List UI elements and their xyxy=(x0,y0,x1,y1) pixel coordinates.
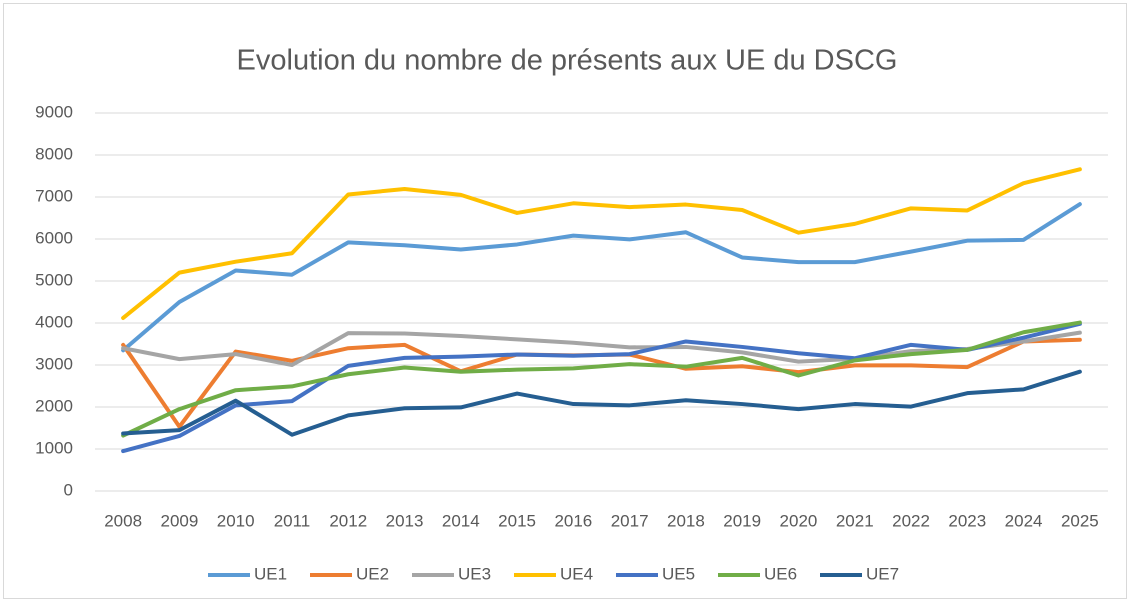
x-tick-label: 2023 xyxy=(948,511,986,530)
x-tick-label: 2015 xyxy=(498,511,536,530)
y-tick-label: 8000 xyxy=(35,144,73,163)
legend-label: UE4 xyxy=(560,564,593,583)
x-tick-label: 2016 xyxy=(554,511,592,530)
series-line xyxy=(121,321,1082,454)
x-tick-label: 2009 xyxy=(161,511,199,530)
x-tick-label: 2025 xyxy=(1061,511,1099,530)
x-tick-label: 2018 xyxy=(667,511,705,530)
legend-label: UE6 xyxy=(764,564,797,583)
legend-label: UE1 xyxy=(254,564,287,583)
y-tick-label: 6000 xyxy=(35,228,73,247)
series-line xyxy=(121,369,1082,437)
y-tick-label: 5000 xyxy=(35,270,73,289)
legend-label: UE2 xyxy=(356,564,389,583)
x-tick-label: 2020 xyxy=(780,511,818,530)
series-line xyxy=(121,167,1082,320)
y-tick-label: 2000 xyxy=(35,396,73,415)
x-tick-label: 2008 xyxy=(104,511,142,530)
x-tick-label: 2010 xyxy=(217,511,255,530)
x-tick-label: 2024 xyxy=(1005,511,1043,530)
chart-border xyxy=(3,3,1127,599)
x-tick-label: 2022 xyxy=(892,511,930,530)
y-tick-label: 0 xyxy=(64,480,73,499)
x-tick-label: 2019 xyxy=(723,511,761,530)
x-tick-label: 2013 xyxy=(386,511,424,530)
y-tick-label: 9000 xyxy=(35,102,73,121)
legend-label: UE3 xyxy=(458,564,491,583)
legend-label: UE7 xyxy=(866,564,899,583)
chart-title: Evolution du nombre de présents aux UE d… xyxy=(237,45,898,77)
y-tick-label: 7000 xyxy=(35,186,73,205)
y-tick-label: 4000 xyxy=(35,312,73,331)
x-tick-label: 2012 xyxy=(329,511,367,530)
x-tick-label: 2017 xyxy=(611,511,649,530)
x-tick-label: 2021 xyxy=(836,511,874,530)
y-tick-label: 3000 xyxy=(35,354,73,373)
legend-label: UE5 xyxy=(662,564,695,583)
x-tick-label: 2011 xyxy=(274,511,311,530)
series-line xyxy=(121,202,1082,353)
y-tick-label: 1000 xyxy=(35,438,73,457)
x-tick-label: 2014 xyxy=(442,511,480,530)
series-line xyxy=(121,320,1082,438)
series-line xyxy=(121,330,1082,367)
